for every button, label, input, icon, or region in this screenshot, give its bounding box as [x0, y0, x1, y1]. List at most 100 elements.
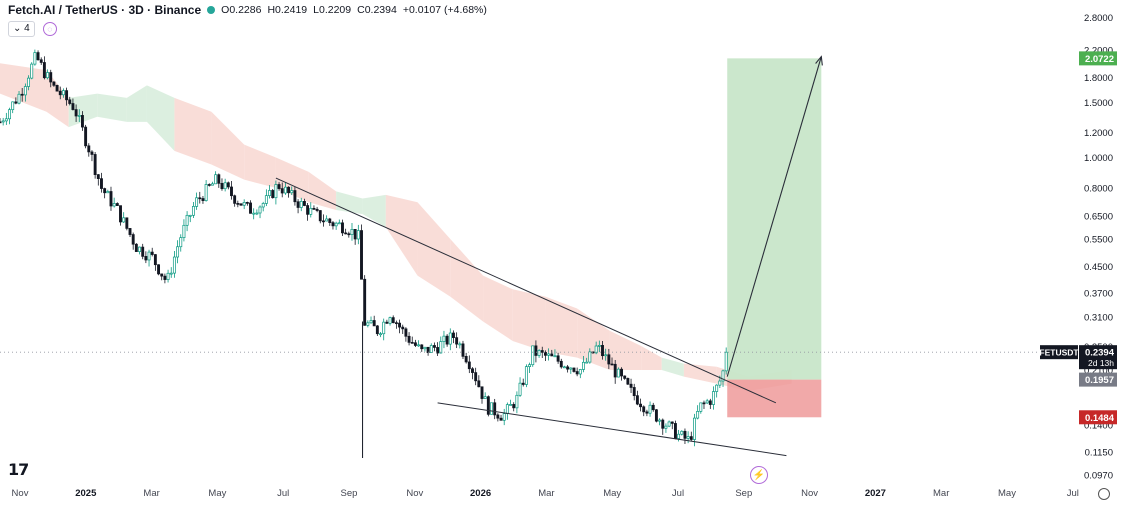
- collapse-indicators-button[interactable]: ⌄ 4: [8, 21, 35, 37]
- candle-body: [661, 419, 665, 429]
- drawing-layer[interactable]: [0, 55, 1075, 457]
- candle-body: [11, 101, 15, 111]
- x-tick-label: Sep: [341, 488, 358, 499]
- candle-body: [635, 395, 639, 405]
- candle-body: [670, 421, 674, 424]
- candle-body: [483, 396, 487, 399]
- candle-body: [312, 207, 316, 210]
- candle-body: [461, 343, 465, 357]
- indicator-count: 4: [24, 23, 30, 34]
- last-price-box: [1079, 345, 1117, 370]
- y-tick-label: 2.8000: [1084, 13, 1113, 24]
- candle-body: [423, 346, 427, 350]
- candle-body: [293, 190, 297, 203]
- candle-body: [325, 218, 329, 222]
- cloud-segment: [450, 238, 484, 322]
- candle-body: [645, 411, 649, 414]
- candle-body: [683, 430, 687, 439]
- candle-body: [49, 72, 53, 83]
- candle-body: [80, 115, 84, 128]
- candle-body: [1, 120, 5, 123]
- candle-body: [515, 394, 519, 409]
- candle-body: [394, 322, 398, 325]
- candle-body: [499, 417, 503, 421]
- candle-body: [566, 366, 570, 370]
- candle-body: [610, 363, 614, 366]
- x-tick-label: May: [208, 488, 226, 499]
- candle-body: [163, 275, 167, 280]
- candle-body: [693, 417, 696, 440]
- stop-price-label-box: [1079, 410, 1117, 425]
- candle-body: [245, 202, 249, 204]
- lightning-icon[interactable]: ⚡: [750, 466, 768, 484]
- candle-body: [509, 404, 512, 406]
- candle-body: [642, 406, 646, 413]
- candle-body: [138, 246, 141, 252]
- candle-body: [429, 345, 433, 353]
- trendline-upper: [275, 177, 777, 404]
- candle-body: [721, 370, 725, 382]
- candle-body: [258, 206, 262, 214]
- candle-body: [369, 320, 373, 324]
- candle-body: [230, 186, 233, 197]
- ohlc-open: O0.2286: [221, 4, 262, 16]
- cloud-segment: [174, 97, 212, 165]
- candle-body: [480, 386, 484, 399]
- tradingview-logo-icon[interactable]: 17: [8, 460, 29, 479]
- candle-body: [350, 229, 354, 235]
- candle-body: [252, 212, 256, 215]
- cloud-segment: [483, 275, 513, 341]
- settings-gear-icon[interactable]: [1098, 488, 1110, 500]
- candle-body: [512, 404, 516, 409]
- candle-body: [290, 190, 294, 194]
- candle-body: [556, 355, 560, 362]
- indicator-icon[interactable]: ◌: [42, 22, 57, 36]
- candle-body: [398, 322, 402, 328]
- candle-body: [486, 396, 490, 415]
- candle-body: [39, 59, 43, 63]
- x-tick-label: May: [998, 488, 1016, 499]
- cloud-segment: [641, 346, 662, 371]
- cloud-segment: [146, 85, 175, 151]
- target-price-label-box: [1079, 51, 1117, 66]
- candle-body: [17, 93, 21, 104]
- candle-body: [264, 195, 268, 204]
- candle-body: [341, 222, 344, 234]
- candle-body: [673, 423, 677, 439]
- candle-body: [315, 208, 319, 211]
- candle-body: [366, 322, 370, 326]
- x-tick-label: Nov: [801, 488, 818, 499]
- target-price-label: 2.0722: [1085, 54, 1114, 65]
- symbol-tag: FETUSDT: [1039, 348, 1079, 358]
- candle-body: [144, 256, 148, 261]
- candle-body: [233, 195, 237, 204]
- candle-body: [334, 222, 338, 227]
- candle-body: [166, 272, 170, 280]
- candle-body: [702, 402, 706, 405]
- candle-body: [344, 232, 348, 235]
- long-position-tool[interactable]: [727, 58, 822, 418]
- candle-body: [699, 402, 703, 412]
- candle-body: [84, 126, 88, 147]
- candle-body: [626, 378, 630, 385]
- candle-body: [160, 273, 164, 277]
- candle-body: [96, 174, 100, 179]
- symbol-title[interactable]: Fetch.AI / TetherUS · 3D · Binance: [8, 3, 202, 17]
- candle-body: [226, 182, 230, 188]
- x-tick-label: Mar: [538, 488, 554, 499]
- candle-body: [249, 202, 252, 214]
- x-tick-label: Jul: [277, 488, 289, 499]
- y-tick-label: 2.2000: [1084, 46, 1113, 57]
- arrow-head: [815, 55, 823, 66]
- candle-body: [623, 375, 627, 379]
- candle-body: [534, 345, 538, 356]
- candle-body: [528, 364, 532, 367]
- candle-body: [439, 341, 443, 354]
- candle-body: [52, 81, 56, 86]
- candle-body: [141, 246, 145, 257]
- candle-body: [188, 214, 192, 217]
- candle-body: [648, 404, 652, 414]
